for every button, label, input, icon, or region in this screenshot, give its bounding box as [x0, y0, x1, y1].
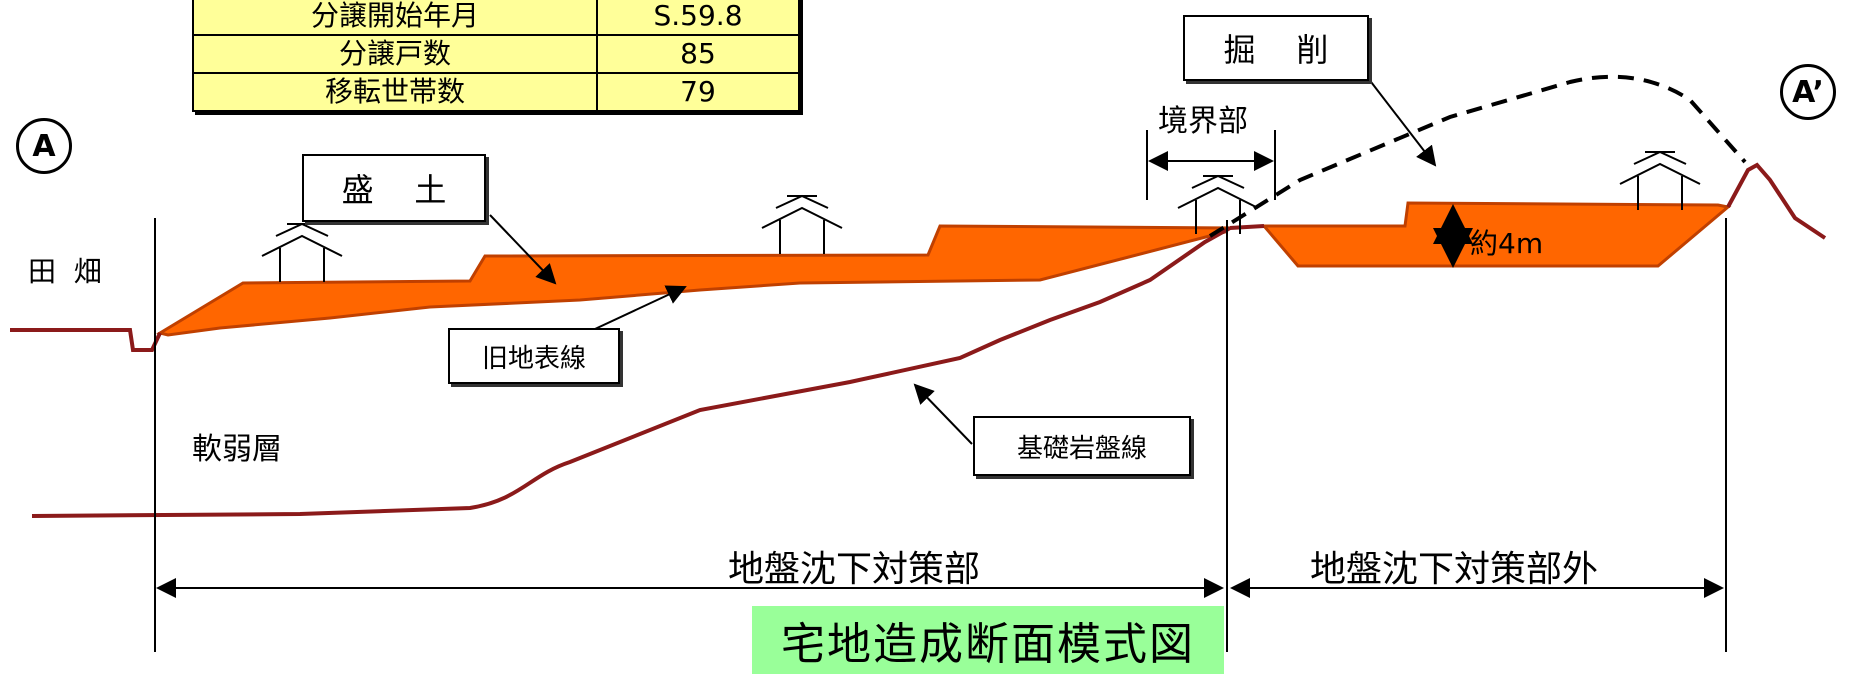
- table-value: 85: [596, 34, 800, 74]
- house-icon: [261, 222, 343, 282]
- point-a-marker: A: [16, 118, 72, 174]
- table-label: 移転世帯数: [192, 72, 598, 112]
- table-label: 分譲開始年月: [192, 0, 598, 36]
- info-table: 分譲開始年月 S.59.8 分譲戸数 85 移転世帯数 79: [192, 0, 800, 112]
- table-value: S.59.8: [596, 0, 800, 36]
- point-a-prime-marker: A’: [1780, 64, 1836, 120]
- cut-leader: [1367, 77, 1437, 167]
- fields-label: 田 畑: [28, 255, 102, 288]
- cut-label: 掘 削: [1183, 15, 1369, 81]
- boundary-label: 境界部: [1158, 104, 1248, 139]
- house-icon: [1177, 174, 1259, 234]
- house-icon: [761, 194, 843, 254]
- bedrock-line: [31, 226, 1231, 518]
- table-label: 分譲戸数: [192, 34, 598, 74]
- old-surface-leader: [579, 285, 687, 337]
- former-terrain-dashed: [1208, 74, 1747, 238]
- table-row: 分譲開始年月 S.59.8: [192, 0, 800, 36]
- diagram-caption: 宅地造成断面模式図: [752, 606, 1224, 674]
- outside-countermeasure-label: 地盤沈下対策部外: [1310, 549, 1599, 590]
- bedrock-label: 基礎岩盤線: [973, 416, 1191, 476]
- house-icon: [1619, 150, 1701, 210]
- hill-line: [1726, 162, 1827, 240]
- fill-label: 盛 土: [302, 154, 486, 222]
- soft-layer-label: 軟弱層: [192, 432, 282, 467]
- depth-label: 約4m: [1470, 227, 1544, 260]
- bedrock-leader: [913, 383, 973, 445]
- table-value: 79: [596, 72, 800, 112]
- countermeasure-label: 地盤沈下対策部: [728, 549, 981, 590]
- fill-area: [156, 224, 1235, 337]
- old-surface-label: 旧地表線: [448, 328, 620, 384]
- table-row: 移転世帯数 79: [192, 72, 800, 112]
- fill-leader: [489, 214, 557, 285]
- excavation-fill: [1260, 201, 1732, 268]
- table-row: 分譲戸数 85: [192, 34, 800, 74]
